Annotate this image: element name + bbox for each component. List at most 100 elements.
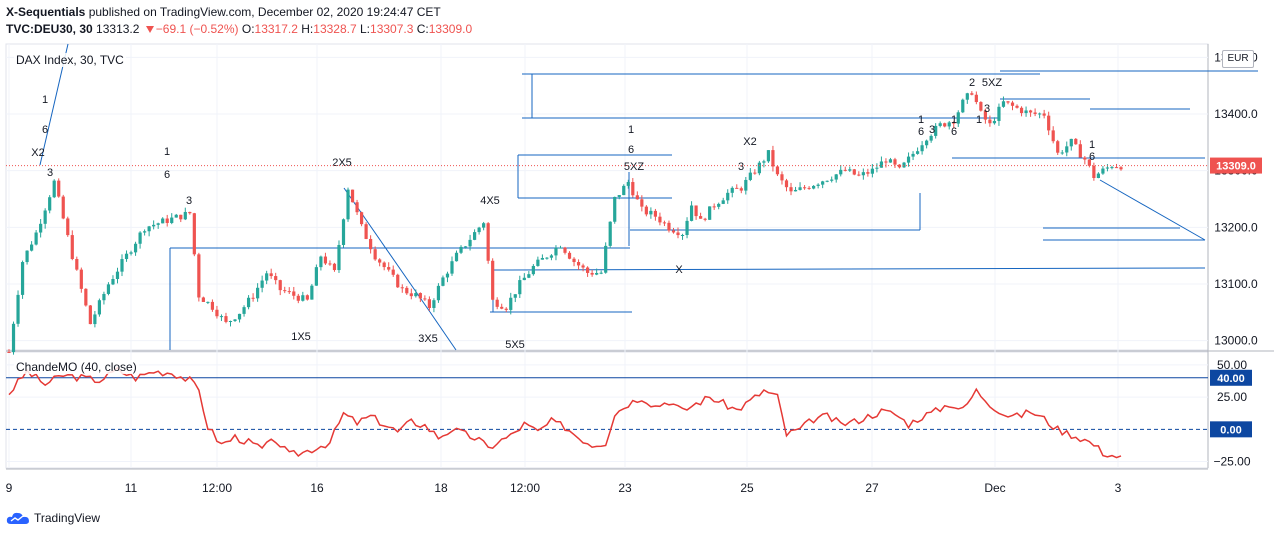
candle-body bbox=[1096, 173, 1100, 179]
candle-body bbox=[391, 269, 395, 275]
candle-body bbox=[816, 184, 820, 186]
annotation-label: 2 bbox=[969, 77, 975, 89]
low-value: 13307.3 bbox=[370, 22, 414, 36]
candle-body bbox=[689, 205, 694, 221]
candle-body bbox=[1083, 157, 1087, 160]
x-tick-label: 11 bbox=[125, 481, 138, 495]
annotation-label: 6 bbox=[1089, 151, 1095, 163]
candle-body bbox=[129, 252, 133, 254]
candle-body bbox=[726, 192, 730, 201]
candle-body bbox=[915, 151, 920, 154]
candle-body bbox=[472, 232, 477, 240]
candle-body bbox=[708, 206, 712, 220]
candle-body bbox=[893, 159, 897, 165]
candle-body bbox=[1119, 167, 1123, 170]
drawing-line bbox=[1099, 179, 1206, 241]
annotation-label: 1 bbox=[628, 124, 634, 136]
candle-body bbox=[48, 197, 52, 211]
author-name[interactable]: X-Sequentials bbox=[6, 5, 86, 19]
candle-body bbox=[861, 172, 865, 176]
candle-body bbox=[1069, 138, 1073, 147]
candle-body bbox=[572, 258, 576, 263]
candle-body bbox=[174, 214, 178, 218]
candle-body bbox=[730, 187, 734, 193]
candle-body bbox=[418, 293, 422, 299]
x-tick-label: 25 bbox=[740, 481, 754, 495]
annotation-label: 3 bbox=[984, 103, 990, 115]
candle-body bbox=[30, 244, 34, 251]
candle-body bbox=[848, 169, 852, 171]
candle-body bbox=[161, 218, 165, 224]
candle-body bbox=[1105, 167, 1110, 169]
candle-body bbox=[20, 262, 25, 295]
candle-body bbox=[906, 156, 911, 163]
candle-body bbox=[536, 259, 540, 266]
annotation-label: 3 bbox=[929, 124, 935, 136]
candle-body bbox=[183, 211, 187, 220]
candle-body bbox=[364, 224, 368, 239]
candle-body bbox=[486, 223, 490, 261]
candle-body bbox=[626, 182, 630, 186]
candle-body bbox=[7, 352, 11, 353]
indicator-level-label: 40.00 bbox=[1217, 373, 1245, 385]
candle-body bbox=[115, 271, 120, 280]
candle-body bbox=[1074, 138, 1078, 145]
axes-layer[interactable]: 9 11 12:00 16 18 12:00 23 25 27 Dec 313000.013100.… bbox=[6, 50, 1262, 495]
tradingview-logo[interactable]: TradingView bbox=[6, 511, 100, 525]
candle-body bbox=[879, 161, 884, 168]
change-value: −69.1 (−0.52%) bbox=[155, 22, 239, 36]
candle-body bbox=[988, 119, 992, 124]
candle-body bbox=[748, 172, 752, 180]
candle-body bbox=[463, 246, 468, 248]
candle-body bbox=[947, 122, 951, 127]
candle-body bbox=[662, 222, 667, 224]
high-label: H: bbox=[301, 22, 314, 36]
candle-body bbox=[423, 298, 427, 300]
candle-body bbox=[1010, 102, 1015, 106]
candle-body bbox=[911, 153, 915, 157]
candle-body bbox=[242, 307, 246, 314]
candle-body bbox=[43, 210, 47, 224]
candle-body bbox=[509, 297, 513, 310]
candle-body bbox=[1101, 168, 1105, 174]
candle-body bbox=[1024, 110, 1028, 114]
candle-body bbox=[66, 218, 70, 236]
candle-body bbox=[396, 274, 400, 288]
y-tick-label: 13100.0 bbox=[1214, 277, 1258, 291]
main-panel-title[interactable]: DAX Index, 30, TVC bbox=[14, 53, 126, 67]
candle-body bbox=[929, 135, 933, 141]
candle-body bbox=[875, 167, 879, 169]
candle-body bbox=[477, 227, 481, 233]
drawing-line bbox=[492, 267, 1206, 271]
candle-body bbox=[1056, 141, 1060, 153]
currency-badge[interactable]: EUR bbox=[1222, 50, 1254, 68]
open-value: 13317.2 bbox=[254, 22, 298, 36]
x-tick-label: 9 bbox=[6, 481, 13, 495]
candle-body bbox=[120, 259, 124, 272]
candle-body bbox=[567, 252, 572, 259]
candle-body bbox=[961, 99, 965, 113]
candle-body bbox=[93, 314, 97, 325]
candle-body bbox=[504, 308, 508, 310]
candle-body bbox=[319, 256, 323, 268]
candle-body bbox=[644, 206, 648, 215]
candle-body bbox=[355, 202, 359, 213]
candle-body bbox=[631, 182, 635, 196]
down-arrow-icon bbox=[145, 26, 154, 34]
candle-body bbox=[88, 305, 92, 325]
indicator-panel-title[interactable]: ChandeMO (40, close) bbox=[14, 360, 139, 374]
candle-body bbox=[712, 206, 716, 208]
candle-body bbox=[586, 267, 590, 273]
candle-body bbox=[685, 220, 689, 235]
drawings-layer[interactable] bbox=[39, 43, 1258, 351]
indicator-level-badge bbox=[1210, 369, 1252, 386]
candle-body bbox=[251, 297, 255, 299]
candle-body bbox=[459, 246, 463, 253]
candle-body bbox=[667, 222, 671, 231]
candle-body bbox=[192, 213, 196, 255]
candle-body bbox=[635, 195, 639, 200]
candle-body bbox=[75, 259, 79, 270]
current-price-badge bbox=[1210, 157, 1262, 174]
candle-body bbox=[766, 150, 771, 162]
